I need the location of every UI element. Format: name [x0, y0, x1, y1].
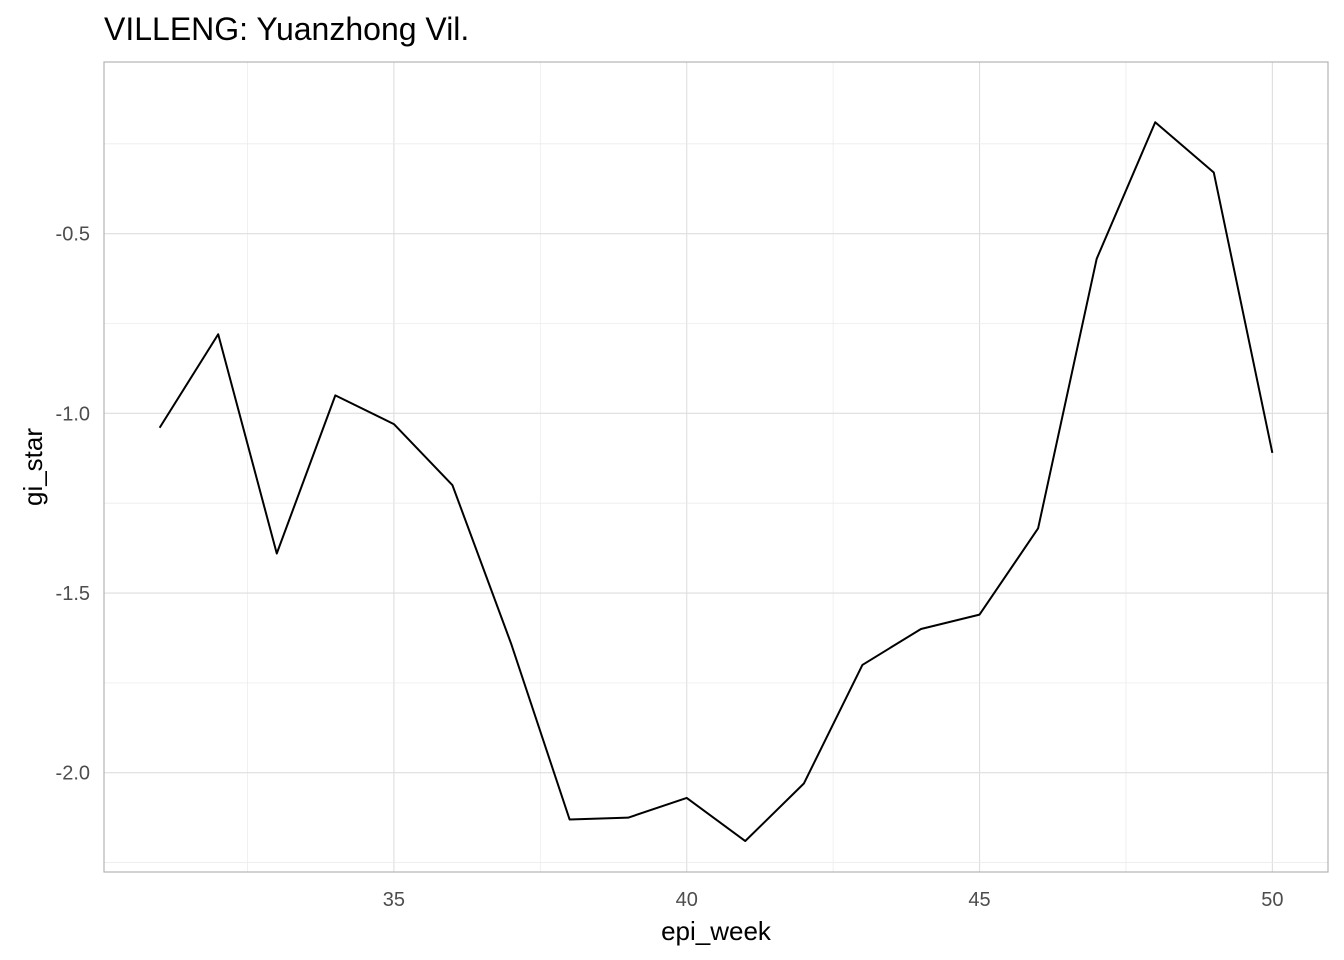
chart-title: VILLENG: Yuanzhong Vil. [104, 11, 469, 47]
plot-panel [103, 61, 1329, 873]
tick-labels: 35 40 45 50 -0.5 -1.0 -1.5 -2.0 [56, 224, 1284, 911]
gridlines [104, 62, 1328, 872]
series-line [158, 121, 1274, 843]
x-tick-label: 50 [1261, 889, 1283, 911]
x-tick-label: 45 [968, 889, 990, 911]
x-tick-label: 40 [676, 889, 698, 911]
y-tick-label: -1.5 [56, 583, 90, 605]
y-tick-label: -2.0 [56, 763, 90, 785]
y-tick-label: -0.5 [56, 224, 90, 246]
series-layer [158, 121, 1274, 843]
x-axis-title: epi_week [661, 916, 772, 946]
y-tick-label: -1.0 [56, 403, 90, 425]
x-tick-label: 35 [383, 889, 405, 911]
y-axis-title: gi_star [18, 428, 48, 506]
